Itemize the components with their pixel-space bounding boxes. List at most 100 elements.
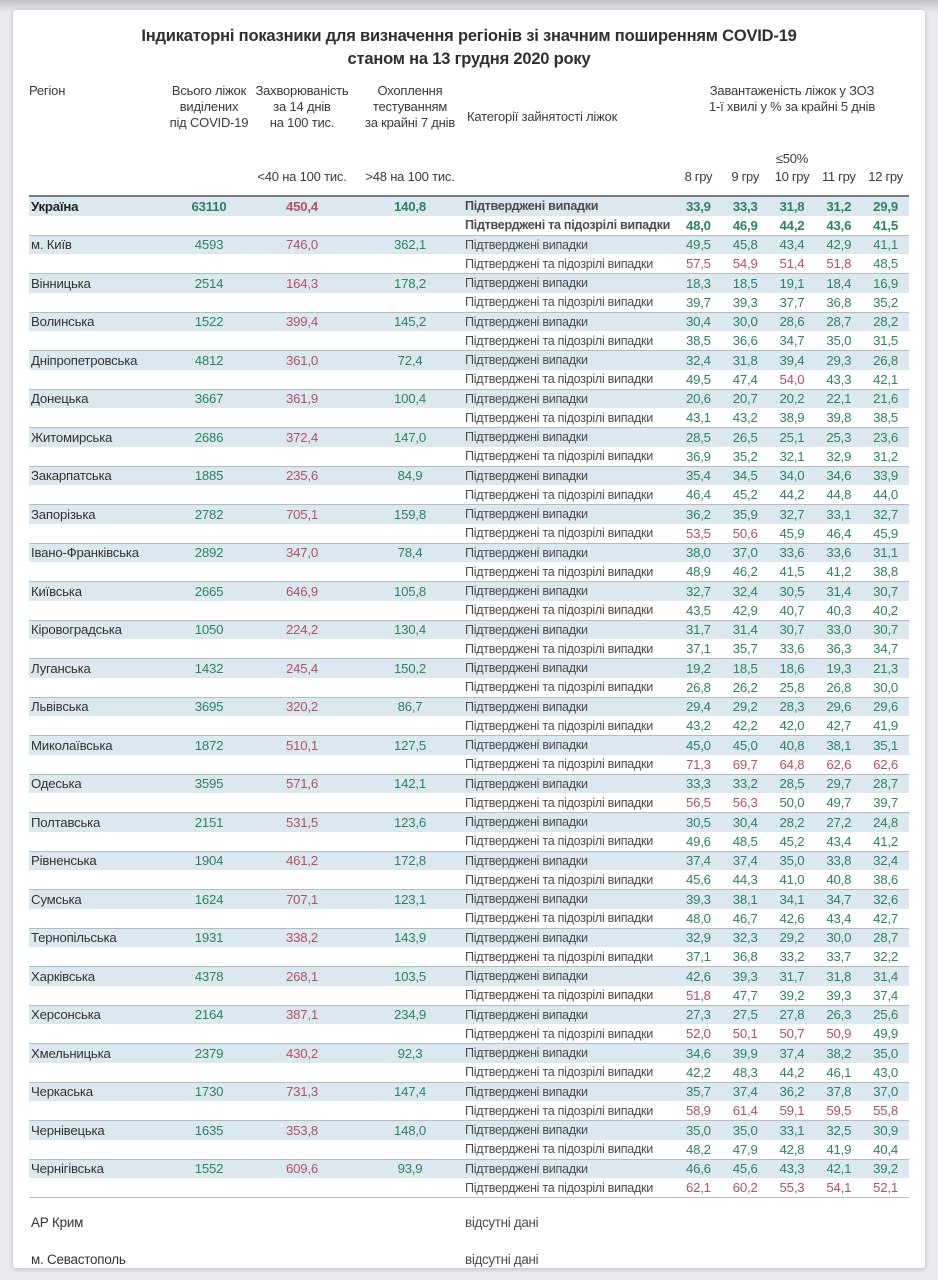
beds-value: 1904 (194, 853, 224, 869)
testing-value: 143,9 (393, 930, 426, 946)
category-label-confirmed: Підтверджені випадки (465, 853, 588, 868)
incidence-value: 399,4 (285, 314, 318, 330)
beds-value: 1635 (194, 1122, 224, 1138)
table-row-confirmed-suspected: Підтверджені та підозрілі випадки 43,1 43,… (29, 408, 909, 427)
table-row-confirmed: Миколаївська 1872 510,1 127,5 Підтверджені в… (29, 736, 909, 755)
load-value: 31,4 (873, 968, 899, 984)
load-value: 40,3 (826, 602, 852, 618)
table-row-confirmed: Сумська 1624 707,1 123,1 Підтверджені випадк… (29, 890, 909, 909)
testing-value: 130,4 (393, 622, 426, 638)
region-block: Сумська 1624 707,1 123,1 Підтверджені випадк… (29, 890, 909, 929)
load-value: 20,7 (732, 391, 758, 407)
region-name: м. Севастополь (31, 1251, 126, 1267)
load-value: 31,7 (779, 968, 805, 984)
load-value: 58,9 (685, 1103, 711, 1119)
load-value: 31,1 (873, 545, 899, 561)
load-value: 33,3 (732, 198, 758, 214)
load-value: 39,2 (873, 1161, 899, 1177)
table-row-confirmed: Запорізька 2782 705,1 159,8 Підтверджені вип… (29, 505, 909, 524)
load-value: 45,9 (779, 525, 805, 541)
load-value: 44,0 (873, 487, 899, 503)
load-value: 59,5 (826, 1103, 852, 1119)
load-value: 43,0 (873, 1064, 899, 1080)
load-value: 52,1 (873, 1180, 899, 1196)
incidence-value: 361,0 (285, 352, 318, 368)
load-value: 42,2 (732, 718, 758, 734)
incidence-value: 361,9 (285, 391, 318, 407)
category-label-confirmed: Підтверджені випадки (465, 276, 588, 291)
load-value: 42,2 (685, 1064, 711, 1080)
category-label-confirmed: Підтверджені випадки (465, 430, 588, 445)
testing-value: 142,1 (393, 776, 426, 792)
load-value: 62,1 (685, 1180, 711, 1196)
category-label-confirmed-suspected: Підтверджені та підозрілі випадки (465, 680, 653, 695)
beds-value: 2164 (194, 1007, 224, 1023)
load-value: 32,6 (873, 891, 899, 907)
title-line-1: Індикаторні показники для визначення рег… (141, 27, 797, 45)
testing-value: 123,6 (393, 814, 426, 830)
testing-value: 172,8 (393, 853, 426, 869)
load-value: 32,7 (779, 506, 805, 522)
table-row-confirmed-suspected: Підтверджені та підозрілі випадки 26,8 26,… (29, 678, 909, 697)
category-label-confirmed: Підтверджені випадки (465, 892, 588, 907)
load-value: 51,8 (826, 256, 852, 272)
testing-value: 178,2 (393, 275, 426, 291)
load-value: 27,3 (685, 1007, 711, 1023)
load-value: 41,5 (779, 564, 805, 580)
load-value: 37,1 (685, 641, 711, 657)
region-block: Черкаська 1730 731,3 147,4 Підтверджені випа… (29, 1082, 909, 1121)
load-value: 37,0 (873, 1084, 899, 1100)
load-value: 30,4 (732, 814, 758, 830)
table-row-confirmed-suspected: Підтверджені та підозрілі випадки 46,4 45,… (29, 485, 909, 504)
table-row-confirmed: Полтавська 2151 531,5 123,6 Підтверджені вип… (29, 813, 909, 832)
load-value: 40,2 (873, 602, 899, 618)
beds-value: 4812 (194, 352, 224, 368)
load-value: 29,9 (873, 198, 899, 214)
beds-value: 1931 (194, 930, 224, 946)
incidence-value: 746,0 (285, 237, 318, 253)
load-value: 39,3 (826, 987, 852, 1003)
region-block: Закарпатська 1885 235,6 84,9 Підтверджені ви… (29, 466, 909, 505)
category-label-confirmed-suspected: Підтверджені та підозрілі випадки (465, 949, 653, 964)
load-value: 28,7 (826, 314, 852, 330)
load-value: 36,2 (685, 506, 711, 522)
incidence-value: 245,4 (285, 660, 318, 676)
category-label-confirmed-suspected: Підтверджені та підозрілі випадки (465, 1065, 653, 1080)
load-value: 46,6 (685, 1161, 711, 1177)
table-row-confirmed-suspected: Підтверджені та підозрілі випадки 45,6 44,… (29, 870, 909, 889)
incidence-value: 268,1 (285, 968, 318, 984)
region-block: Херсонська 2164 387,1 234,9 Підтверджені вип… (29, 1005, 909, 1044)
region-block: Харківська 4378 268,1 103,5 Підтверджені вип… (29, 967, 909, 1006)
column-header-incidence: Захворюваність за 14 днів на 100 тис. (255, 83, 349, 130)
incidence-value: 510,1 (285, 737, 318, 753)
region-name: Україна (31, 198, 79, 214)
testing-value: 362,1 (393, 237, 426, 253)
load-value: 19,1 (779, 275, 805, 291)
load-value: 39,2 (779, 987, 805, 1003)
load-value: 44,2 (779, 1064, 805, 1080)
load-value: 29,6 (826, 699, 852, 715)
incidence-value: 224,2 (285, 622, 318, 638)
category-label-confirmed: Підтверджені випадки (465, 815, 588, 830)
load-value: 54,0 (779, 371, 805, 387)
table-row-confirmed: Рівненська 1904 461,2 172,8 Підтверджені вип… (29, 851, 909, 871)
load-value: 36,6 (732, 333, 758, 349)
category-label-confirmed-suspected: Підтверджені та підозрілі випадки (465, 872, 653, 887)
load-value: 32,4 (873, 853, 899, 869)
load-value: 31,2 (873, 448, 899, 464)
no-data-row: м. Севастополь відсутні дані (29, 1241, 909, 1268)
table-row-confirmed-suspected: Підтверджені та підозрілі випадки 42,2 48,… (29, 1063, 909, 1082)
category-label-confirmed-suspected: Підтверджені та підозрілі випадки (465, 256, 653, 271)
load-value: 34,6 (685, 1045, 711, 1061)
load-value: 21,3 (873, 660, 899, 676)
category-label-confirmed: Підтверджені випадки (465, 699, 588, 714)
load-value: 42,7 (873, 910, 899, 926)
testing-value: 100,4 (393, 391, 426, 407)
category-label-confirmed-suspected: Підтверджені та підозрілі випадки (465, 410, 653, 425)
beds-value: 1432 (194, 660, 224, 676)
load-value: 25,6 (873, 1007, 899, 1023)
table-row-confirmed: Черкаська 1730 731,3 147,4 Підтверджені випа… (29, 1082, 909, 1102)
title-line-2: станом на 13 грудня 2020 року (347, 50, 591, 68)
load-value: 19,3 (826, 660, 852, 676)
load-value: 45,6 (685, 872, 711, 888)
